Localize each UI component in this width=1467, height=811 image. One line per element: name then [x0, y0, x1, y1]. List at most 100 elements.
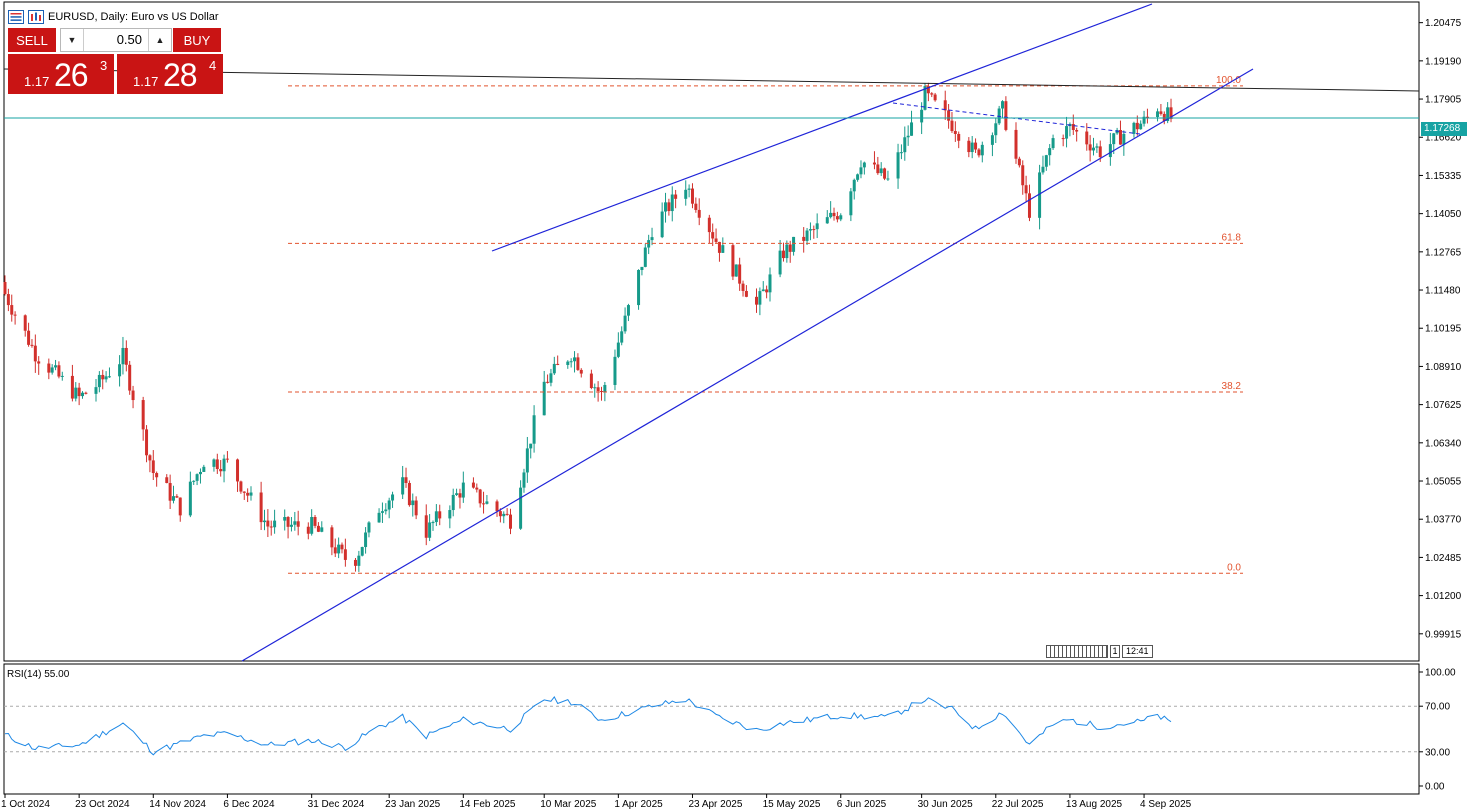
candle-body [266, 520, 270, 527]
candle-body [320, 527, 324, 532]
lot-size-input[interactable]: 0.50 [83, 29, 149, 51]
candle-body [576, 357, 580, 370]
increase-lot-icon[interactable]: ▲ [155, 35, 165, 45]
candle-body [670, 194, 674, 212]
candle-body [407, 482, 411, 506]
candle-body [734, 264, 738, 277]
buy-price-prefix: 1.17 [133, 74, 159, 89]
candle-body [765, 289, 769, 293]
candle-body [414, 500, 418, 516]
candle-body [30, 344, 34, 346]
lot-size-stepper[interactable]: ▼ 0.50 ▲ [60, 28, 172, 52]
price-axis-label: 1.20475 [1425, 18, 1462, 29]
candle-body [249, 492, 253, 496]
chart-bars-icon[interactable] [28, 10, 44, 24]
candle-body [744, 290, 748, 297]
candle-body [269, 526, 273, 528]
candle-body [13, 314, 17, 316]
candle-body [151, 460, 155, 474]
candle-body [603, 384, 607, 392]
candle-body [1085, 131, 1089, 145]
candle-body [552, 363, 556, 374]
candle-body [876, 164, 880, 174]
price-axis-label: 1.05055 [1425, 477, 1462, 488]
chart-title: EURUSD, Daily: Euro vs US Dollar [48, 11, 219, 23]
candle-body [273, 520, 277, 528]
candle-body [451, 494, 455, 511]
candle-body [286, 517, 290, 527]
candle-body [1159, 111, 1163, 114]
current-price-tag: 1.17268 [1421, 122, 1467, 136]
candle-body [118, 364, 122, 377]
candle-body [145, 429, 149, 456]
time-axis-label: 30 Jun 2025 [918, 799, 973, 810]
buy-button[interactable]: BUY [173, 28, 221, 52]
candle-body [495, 501, 499, 512]
candle-body [101, 374, 105, 380]
candle-body [660, 211, 664, 238]
candle-body [37, 361, 41, 364]
candle-body [384, 509, 388, 512]
candle-body [505, 513, 509, 515]
candle-body [1145, 116, 1149, 118]
sell-price-fraction: 3 [100, 58, 108, 73]
candle-body [896, 152, 900, 179]
candle-body [428, 522, 432, 538]
buy-price-quote[interactable]: 1.17 28 4 [117, 54, 223, 94]
candle-body [856, 174, 860, 180]
candle-body [566, 361, 570, 365]
menu-icon[interactable] [8, 10, 24, 24]
candle-body [943, 100, 947, 111]
sell-price-prefix: 1.17 [24, 74, 50, 89]
rsi-indicator-label: RSI(14) 55.00 [7, 669, 70, 680]
price-axis-label: 1.07625 [1425, 400, 1462, 411]
candle-body [977, 149, 981, 156]
candle-body [1156, 111, 1160, 118]
candle-body [242, 491, 246, 493]
candle-body [1092, 147, 1096, 151]
candle-body [613, 356, 617, 385]
candle-body [933, 94, 937, 101]
candle-body [165, 477, 169, 484]
candle-body [475, 487, 479, 490]
candle-body [148, 455, 152, 461]
candle-body [168, 483, 172, 501]
candle-body [316, 525, 320, 532]
candle-body [380, 511, 384, 513]
candle-body [434, 511, 438, 523]
candle-body [664, 202, 668, 212]
candle-body [755, 296, 759, 305]
candle-body [458, 493, 462, 498]
candle-body [74, 387, 78, 399]
candle-body [1001, 101, 1005, 109]
candle-body [404, 477, 408, 483]
candle-body [839, 215, 843, 220]
sell-price-quote[interactable]: 1.17 26 3 [8, 54, 114, 94]
candle-body [1044, 155, 1048, 167]
candle-body [313, 517, 317, 526]
candle-body [687, 188, 691, 190]
candle-body [357, 555, 361, 566]
candle-body [994, 123, 998, 136]
time-axis-label: 4 Sep 2025 [1140, 799, 1192, 810]
candle-body [542, 381, 546, 416]
candle-body [239, 481, 243, 492]
candle-body [178, 497, 182, 516]
candle-body [980, 144, 984, 156]
candle-body [859, 167, 863, 175]
sell-button[interactable]: SELL [8, 28, 56, 52]
decrease-lot-icon[interactable]: ▼ [67, 35, 77, 45]
candle-body [532, 415, 536, 444]
candle-body [522, 472, 526, 488]
time-axis-label: 23 Apr 2025 [688, 799, 742, 810]
time-axis-label: 1 Apr 2025 [614, 799, 663, 810]
main-chart-frame [3, 1, 1420, 662]
price-axis-label: 1.12765 [1425, 247, 1462, 258]
candle-body [781, 250, 785, 259]
candle-body [1061, 138, 1065, 140]
candle-body [967, 140, 971, 153]
candle-body [947, 110, 951, 121]
candle-body [1027, 193, 1031, 218]
candle-body [694, 203, 698, 210]
